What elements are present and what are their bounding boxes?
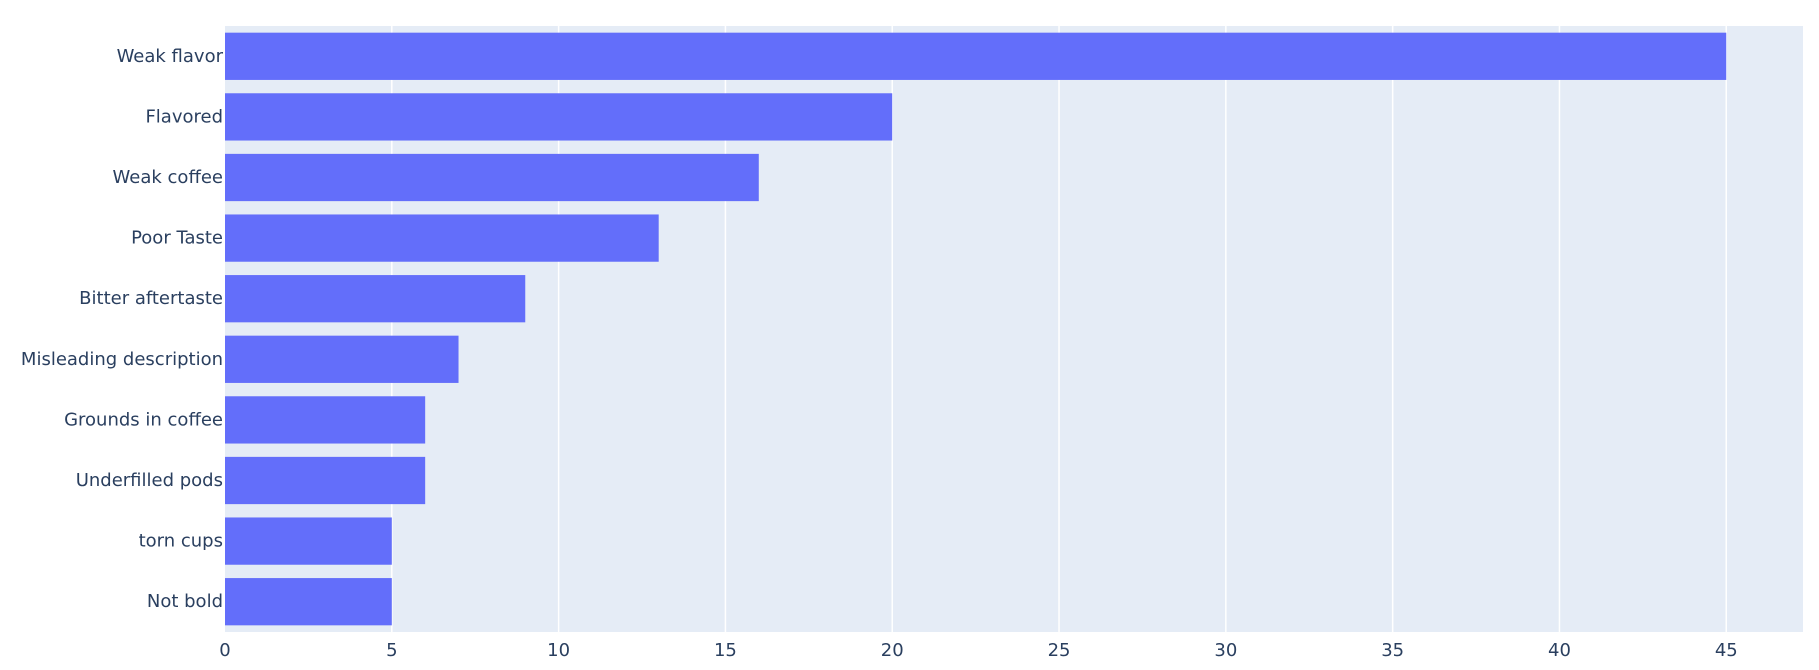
bar — [225, 578, 392, 626]
x-tick-label: 10 — [547, 640, 570, 661]
y-tick-label: Not bold — [147, 591, 223, 612]
x-tick-label: 20 — [881, 640, 904, 661]
x-tick-label: 25 — [1048, 640, 1071, 661]
bar — [225, 456, 426, 505]
y-tick-label: Bitter aftertaste — [79, 288, 223, 309]
bar — [225, 396, 426, 444]
y-axis-labels: Weak flavor Flavored Weak coffee Poor Taste… — [21, 46, 224, 612]
bars — [225, 32, 1727, 626]
x-axis-labels: 0 5 10 15 20 25 30 35 40 45 — [219, 640, 1737, 661]
x-tick-label: 15 — [714, 640, 737, 661]
bar — [225, 335, 459, 383]
y-tick-label: Misleading description — [21, 349, 223, 370]
x-tick-label: 5 — [386, 640, 397, 661]
y-tick-label: Flavored — [145, 106, 223, 127]
y-tick-label: Poor Taste — [131, 228, 223, 249]
x-tick-label: 45 — [1715, 640, 1738, 661]
y-tick-label: Weak flavor — [117, 46, 224, 67]
bar — [225, 32, 1727, 80]
bar — [225, 214, 659, 262]
bar — [225, 153, 759, 202]
x-tick-label: 35 — [1381, 640, 1404, 661]
x-tick-label: 30 — [1214, 640, 1237, 661]
x-tick-label: 40 — [1548, 640, 1571, 661]
y-tick-label: Weak coffee — [113, 167, 223, 188]
y-tick-label: Underfilled pods — [76, 470, 223, 491]
x-tick-label: 0 — [219, 640, 230, 661]
y-tick-label: Grounds in coffee — [64, 409, 223, 430]
bar — [225, 93, 893, 141]
bar — [225, 517, 392, 565]
bar — [225, 275, 526, 323]
y-tick-label: torn cups — [139, 531, 223, 552]
